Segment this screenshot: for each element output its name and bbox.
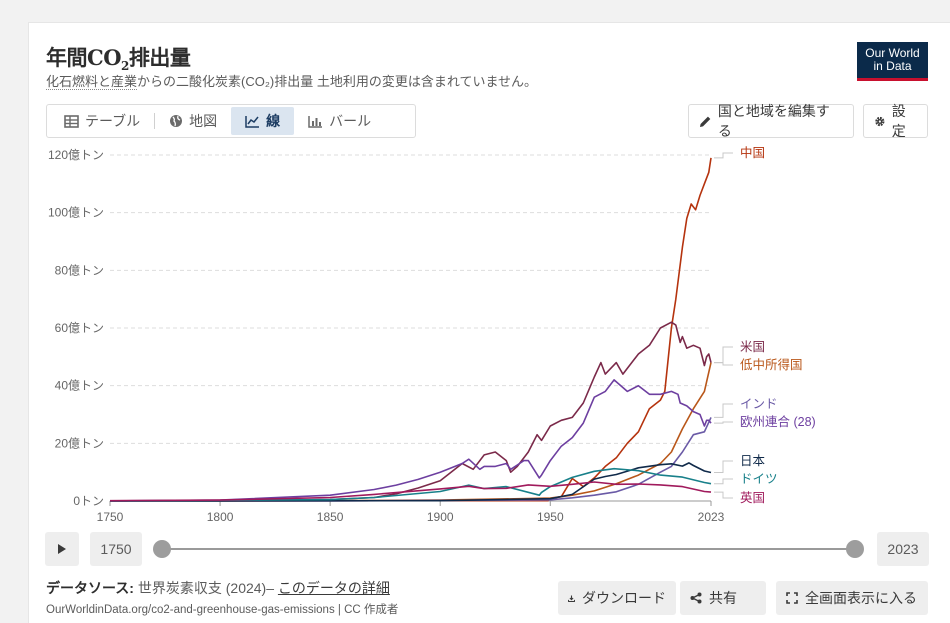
series-label: 米国 — [740, 340, 765, 354]
series-line — [109, 379, 712, 502]
tab-table[interactable]: テーブル — [50, 107, 154, 135]
owid-logo[interactable]: Our World in Data — [857, 42, 928, 81]
series-label: ドイツ — [740, 472, 778, 486]
end-year-box[interactable]: 2023 — [877, 532, 929, 566]
tab-map[interactable]: 地図 — [155, 107, 231, 135]
timeline-end-handle[interactable] — [846, 540, 864, 558]
data-source: データソース: 世界炭素収支 (2024)– このデータの詳細 — [46, 580, 390, 596]
timeline-track[interactable] — [161, 548, 856, 550]
legend-connector — [714, 403, 733, 418]
series-label: 低中所得国 — [740, 357, 803, 372]
legend-connector — [714, 362, 733, 366]
gear-icon — [875, 116, 885, 126]
edit-countries-button[interactable]: 国と地域を編集する — [688, 103, 854, 139]
series-line — [109, 321, 712, 502]
bar-chart-icon — [308, 115, 323, 128]
series-label: 日本 — [740, 454, 766, 468]
chart-subtitle: 化石燃料と産業からの二酸化炭素(CO₂)排出量 土地利用の変更は含まれていません… — [46, 74, 538, 90]
share-button[interactable]: 共有 — [680, 581, 766, 615]
timeline-start-handle[interactable] — [153, 540, 171, 558]
series-label: 中国 — [740, 145, 765, 160]
legend-connector — [714, 478, 733, 485]
share-icon — [690, 592, 702, 604]
tab-line[interactable]: 線 — [231, 107, 295, 135]
legend-connector — [714, 460, 733, 473]
y-tick-label: 60億トン — [55, 321, 104, 335]
table-icon — [64, 114, 79, 128]
globe-icon — [170, 115, 183, 127]
y-tick-label: 80億トン — [55, 263, 104, 277]
series-line — [109, 462, 712, 502]
y-tick-label: 120億トン — [48, 148, 104, 162]
series-label: 欧州連合 (28) — [740, 414, 816, 429]
pencil-icon — [699, 116, 711, 127]
legend-connector — [714, 491, 733, 499]
tab-divider — [154, 113, 156, 129]
x-tick-label: 1950 — [537, 510, 564, 524]
download-icon — [568, 595, 575, 602]
start-year-box[interactable]: 1750 — [90, 532, 142, 566]
x-tick-label: 2023 — [698, 510, 725, 524]
play-icon — [58, 544, 66, 554]
series-line — [109, 481, 712, 502]
x-tick-label: 1900 — [427, 510, 454, 524]
y-tick-label: 20億トン — [55, 436, 104, 450]
chart-title: 年間CO2排出量 — [46, 45, 191, 74]
play-button[interactable] — [45, 532, 79, 566]
series-line — [109, 157, 712, 502]
series-line — [109, 467, 712, 502]
series-label: インド — [740, 397, 778, 411]
legend-connector — [714, 421, 733, 424]
line-chart-icon — [245, 115, 260, 128]
view-tabs: テーブル 地図 線 バール — [46, 104, 416, 138]
x-tick-label: 1850 — [317, 510, 344, 524]
fullscreen-button[interactable]: 全画面表示に入る — [776, 581, 928, 615]
y-tick-label: 40億トン — [55, 379, 104, 393]
download-button[interactable]: ダウンロード — [558, 581, 676, 615]
x-tick-label: 1800 — [207, 510, 234, 524]
series-line — [109, 417, 712, 502]
legend-connector — [714, 152, 733, 159]
line-chart: 0トン 20億トン 40億トン 60億トン 80億トン 100億トン 120億トン 1750 1… — [48, 145, 816, 524]
tab-bar[interactable]: バール — [294, 107, 385, 135]
legend-connector — [714, 346, 733, 364]
subtitle-link[interactable]: 化石燃料と産業 — [46, 74, 138, 90]
y-tick-label: 0トン — [73, 494, 104, 508]
y-tick-label: 100億トン — [48, 206, 104, 220]
settings-button[interactable]: 設定 — [863, 103, 928, 139]
x-tick-label: 1750 — [97, 510, 124, 524]
series-line — [109, 362, 712, 502]
fullscreen-icon — [786, 592, 798, 604]
source-url: OurWorldinData.org/co2-and-greenhouse-ga… — [46, 604, 399, 616]
data-details-link[interactable]: このデータの詳細 — [277, 580, 390, 596]
series-label: 英国 — [740, 491, 765, 505]
